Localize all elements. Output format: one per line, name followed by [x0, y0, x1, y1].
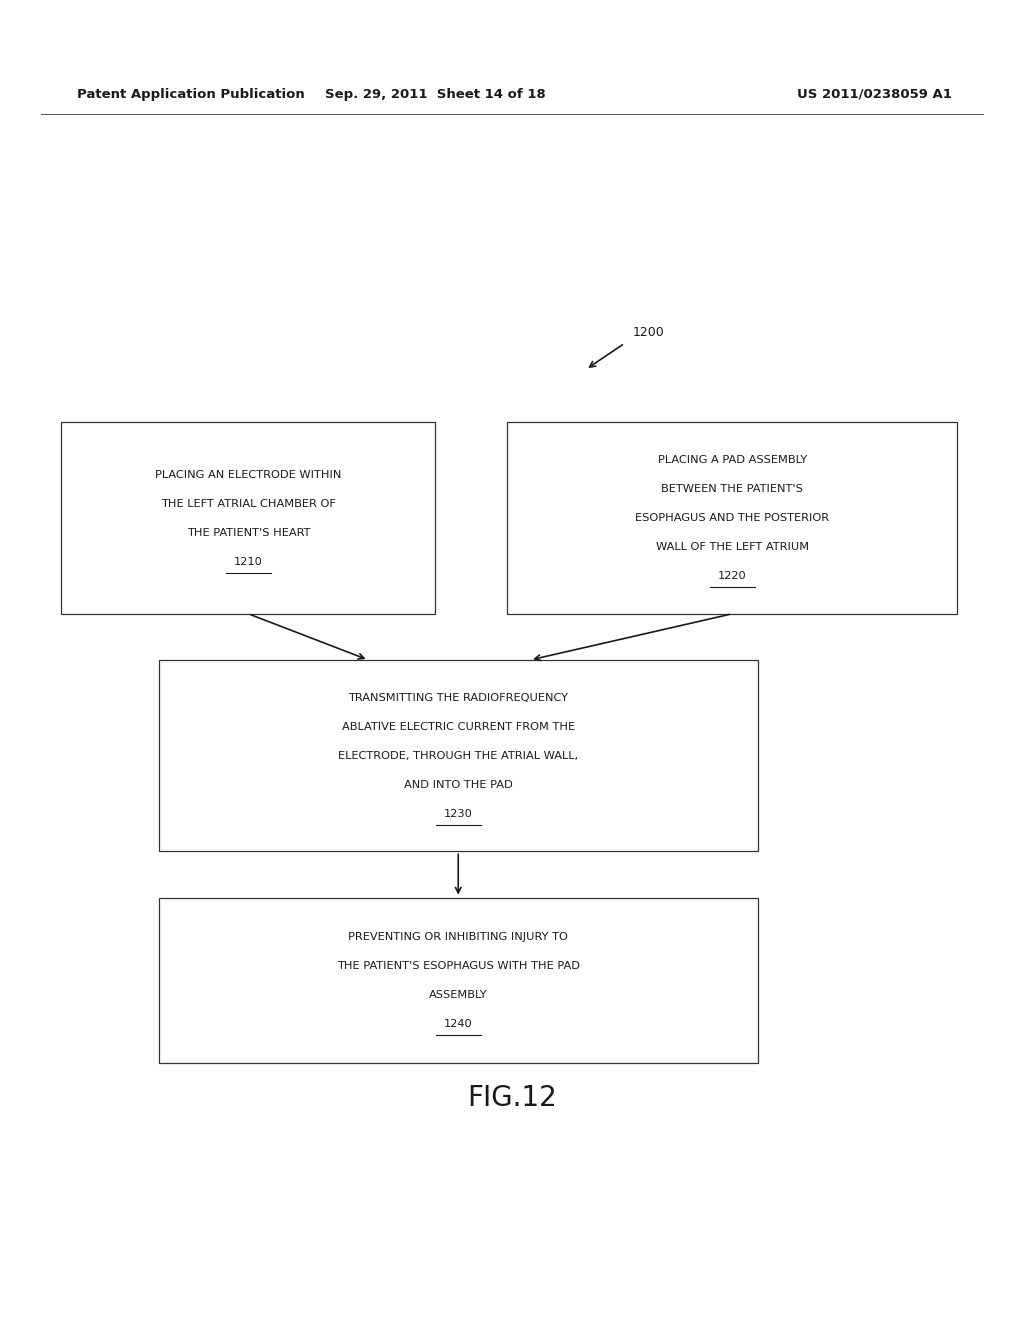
Text: ABLATIVE ELECTRIC CURRENT FROM THE: ABLATIVE ELECTRIC CURRENT FROM THE [342, 722, 574, 731]
Text: BETWEEN THE PATIENT'S: BETWEEN THE PATIENT'S [662, 484, 803, 494]
Text: ASSEMBLY: ASSEMBLY [429, 990, 487, 999]
Text: PREVENTING OR INHIBITING INJURY TO: PREVENTING OR INHIBITING INJURY TO [348, 932, 568, 941]
Text: 1240: 1240 [443, 1019, 473, 1028]
Text: ELECTRODE, THROUGH THE ATRIAL WALL,: ELECTRODE, THROUGH THE ATRIAL WALL, [338, 751, 579, 760]
Bar [159, 898, 758, 1063]
Text: AND INTO THE PAD: AND INTO THE PAD [403, 780, 513, 789]
Bar [159, 660, 758, 851]
Text: Patent Application Publication: Patent Application Publication [77, 88, 304, 100]
Text: THE PATIENT'S ESOPHAGUS WITH THE PAD: THE PATIENT'S ESOPHAGUS WITH THE PAD [337, 961, 580, 970]
Text: 1200: 1200 [633, 326, 665, 339]
Text: WALL OF THE LEFT ATRIUM: WALL OF THE LEFT ATRIUM [655, 543, 809, 552]
Text: 1220: 1220 [718, 572, 746, 581]
Text: 1230: 1230 [443, 809, 473, 818]
Text: Sep. 29, 2011  Sheet 14 of 18: Sep. 29, 2011 Sheet 14 of 18 [325, 88, 546, 100]
Text: THE LEFT ATRIAL CHAMBER OF: THE LEFT ATRIAL CHAMBER OF [161, 499, 336, 508]
Bar [507, 422, 957, 614]
Text: TRANSMITTING THE RADIOFREQUENCY: TRANSMITTING THE RADIOFREQUENCY [348, 693, 568, 702]
Bar [61, 422, 435, 614]
Text: THE PATIENT'S HEART: THE PATIENT'S HEART [186, 528, 310, 537]
Text: FIG.12: FIG.12 [467, 1084, 557, 1113]
Text: ESOPHAGUS AND THE POSTERIOR: ESOPHAGUS AND THE POSTERIOR [635, 513, 829, 523]
Text: PLACING AN ELECTRODE WITHIN: PLACING AN ELECTRODE WITHIN [155, 470, 342, 479]
Text: PLACING A PAD ASSEMBLY: PLACING A PAD ASSEMBLY [657, 455, 807, 465]
Text: 1210: 1210 [233, 557, 263, 566]
Text: US 2011/0238059 A1: US 2011/0238059 A1 [798, 88, 952, 100]
